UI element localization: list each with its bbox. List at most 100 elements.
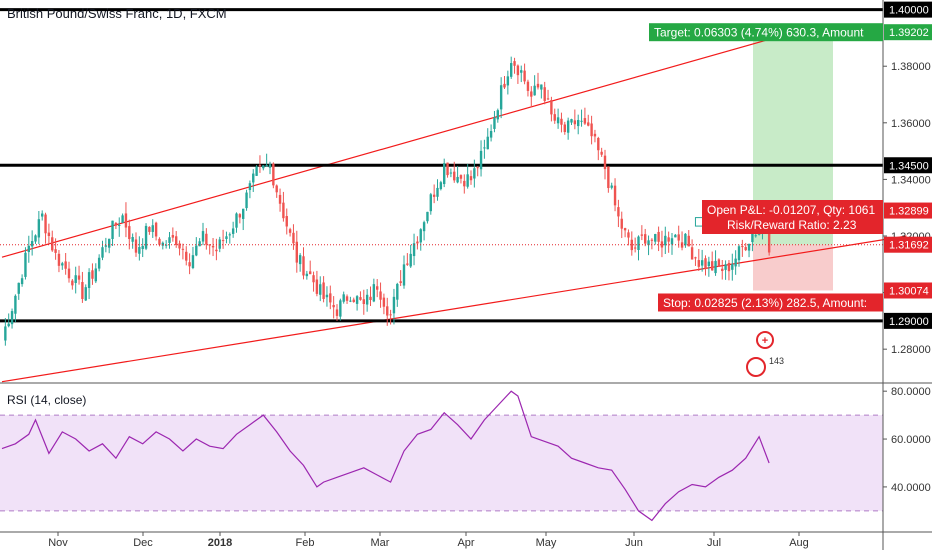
candle-body: [741, 246, 744, 248]
candle-body: [399, 281, 402, 284]
candle-body: [104, 245, 108, 247]
candle-body: [483, 147, 486, 149]
candle-body: [513, 61, 516, 66]
flag-badge-icon: [746, 357, 766, 377]
rsi-band: [0, 415, 883, 511]
candle-body: [295, 241, 298, 263]
candle-body: [459, 175, 463, 179]
candle-body: [644, 234, 647, 244]
candle-body: [285, 216, 288, 227]
candle-body: [530, 91, 533, 97]
candle-body: [138, 247, 141, 254]
candle-body: [154, 222, 158, 237]
candle-body: [627, 232, 630, 238]
candle-body: [506, 76, 510, 86]
candle-body: [248, 183, 252, 191]
candle-body: [520, 70, 523, 73]
price-tag-label: 1.39202: [889, 27, 929, 39]
candle-body: [339, 300, 342, 317]
candle-body: [84, 287, 87, 301]
candle-body: [439, 182, 443, 190]
candle-body: [553, 114, 556, 121]
candle-body: [453, 171, 456, 181]
candle-body: [570, 119, 573, 123]
candle-body: [744, 247, 747, 251]
candle-body: [700, 260, 704, 266]
candle-body: [597, 137, 600, 151]
candle-body: [101, 247, 104, 258]
candle-body: [355, 296, 359, 304]
candle-body: [754, 235, 757, 237]
rsi-tick-label: 40.0000: [891, 482, 931, 494]
candle-body: [443, 163, 446, 185]
candle-body: [620, 218, 623, 229]
candle-body: [315, 279, 319, 294]
candle-body: [416, 241, 419, 244]
candle-body: [362, 299, 365, 305]
candle-body: [81, 281, 84, 300]
candle-body: [489, 130, 493, 138]
rsi-line: [1, 390, 770, 522]
candle-body: [382, 297, 386, 307]
candle-body: [164, 244, 168, 246]
candle-body: [124, 213, 128, 228]
candle-body: [57, 253, 61, 266]
rsi-group: [0, 390, 883, 522]
horizontal-levels: [0, 8, 883, 323]
candle-body: [587, 122, 590, 126]
candle-body: [309, 271, 312, 275]
candle-body: [201, 231, 205, 242]
candle-body: [349, 300, 352, 302]
candle-body: [74, 275, 77, 283]
channel-line-1: [1, 28, 807, 258]
candle-body: [262, 165, 265, 169]
rsi-tick-label: 60.0000: [891, 434, 931, 446]
candle-body: [34, 235, 37, 242]
candle-body: [51, 237, 54, 251]
candle-body: [610, 185, 613, 188]
candle-body: [560, 118, 563, 125]
candle-body: [446, 162, 449, 176]
candle-body: [54, 249, 57, 253]
candle-body: [268, 164, 272, 168]
badge-count: 143: [769, 356, 784, 366]
candle-body: [245, 192, 248, 209]
candle-body: [121, 215, 124, 223]
candle-body: [359, 297, 362, 300]
candle-body: [44, 214, 47, 234]
candle-body: [704, 258, 707, 269]
rr-label: Risk/Reward Ratio: 2.23: [727, 218, 857, 232]
candle-body: [258, 165, 262, 167]
time-tick-label: Nov: [48, 537, 68, 549]
candle-body: [302, 256, 305, 276]
candle-body: [711, 261, 714, 271]
price-tag: [884, 202, 932, 219]
candle-body: [674, 234, 677, 238]
candle-body: [171, 235, 175, 238]
stop-label: Stop: 0.02825 (2.13%) 282.5, Amount:: [663, 296, 867, 310]
candle-body: [235, 213, 238, 228]
time-tick-label: Aug: [789, 537, 809, 549]
candle-body: [211, 245, 215, 248]
candle-body: [282, 202, 285, 219]
price-tick-label: 1.36000: [891, 118, 931, 130]
candle-body: [141, 245, 144, 250]
candle-body: [731, 264, 734, 270]
price-tag-label: 1.40000: [889, 5, 929, 17]
candle-body: [714, 260, 717, 274]
candle-body: [476, 167, 479, 169]
time-tick-label: Feb: [296, 537, 315, 549]
candle-body: [228, 234, 231, 236]
price-tag: [884, 24, 932, 41]
candle-body: [372, 284, 376, 302]
candle-body: [473, 168, 476, 179]
candle-body: [667, 237, 670, 242]
candle-body: [325, 294, 329, 298]
candle-body: [305, 273, 309, 277]
candle-body: [767, 230, 771, 253]
candle-body: [479, 150, 483, 170]
candle-body: [265, 164, 268, 167]
candle-body: [185, 251, 188, 261]
candle-body: [292, 232, 295, 244]
